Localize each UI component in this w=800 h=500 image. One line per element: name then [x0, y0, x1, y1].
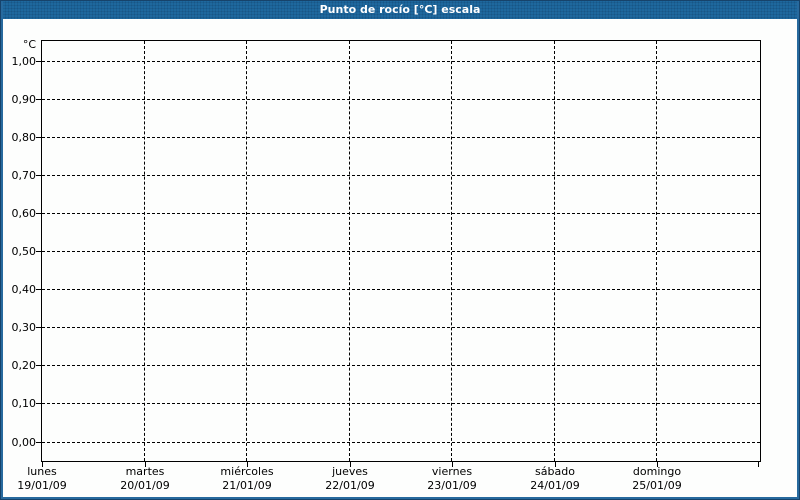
y-axis-tick	[36, 365, 41, 367]
y-axis-label: 0,80	[11, 131, 37, 144]
x-axis-label: lunes 19/01/09	[3, 465, 94, 493]
x-axis-tick	[247, 462, 248, 467]
x-gridline	[451, 41, 452, 461]
x-axis-tick	[145, 462, 146, 467]
x-axis-day-name: martes	[125, 465, 165, 478]
chart-title: Punto de rocío [°C] escala	[319, 3, 481, 16]
x-axis-date: 23/01/09	[427, 479, 477, 492]
y-gridline	[42, 175, 760, 177]
y-axis-label: 0,40	[11, 283, 37, 296]
x-axis-day-name: viernes	[431, 465, 473, 478]
y-axis-label: 0,70	[11, 169, 37, 182]
x-gridline	[349, 41, 350, 461]
y-axis-tick	[36, 137, 41, 139]
x-axis-day-name: domingo	[632, 465, 682, 478]
x-axis-label: martes 20/01/09	[93, 465, 197, 493]
x-axis-tick	[452, 462, 453, 467]
x-gridline	[144, 41, 145, 461]
x-axis-label: jueves 22/01/09	[298, 465, 402, 493]
x-axis-label: domingo 25/01/09	[605, 465, 709, 493]
x-axis-date: 19/01/09	[17, 479, 67, 492]
x-gridline	[656, 41, 657, 461]
chart-title-bar: Punto de rocío [°C] escala	[3, 1, 797, 19]
x-axis-day-name: miércoles	[220, 465, 274, 478]
y-axis-label: 0,90	[11, 93, 37, 106]
y-axis-label: 0,10	[11, 397, 37, 410]
x-axis-label: sábado 24/01/09	[503, 465, 607, 493]
x-axis-tick	[555, 462, 556, 467]
x-axis-tick	[758, 462, 759, 467]
x-axis-date: 24/01/09	[530, 479, 580, 492]
y-gridline	[42, 251, 760, 253]
x-gridline	[554, 41, 555, 461]
y-axis-label: 0,50	[11, 245, 37, 258]
x-gridline	[246, 41, 247, 461]
x-axis-tick	[42, 462, 43, 467]
plot-area: °C 1,00 0,90 0,80 0,70 0,60 0,50 0,40 0,30 0,20 0…	[12, 38, 761, 492]
y-gridline	[42, 327, 760, 329]
x-axis-date: 21/01/09	[222, 479, 272, 492]
y-axis-label: 0,30	[11, 321, 37, 334]
x-axis-label: miércoles 21/01/09	[195, 465, 299, 493]
y-axis-unit-label: °C	[22, 38, 36, 51]
y-axis-tick	[36, 327, 41, 329]
y-gridline	[42, 99, 760, 101]
y-axis-tick	[36, 175, 41, 177]
x-axis-date: 25/01/09	[632, 479, 682, 492]
x-axis-tick	[350, 462, 351, 467]
y-gridline	[42, 441, 760, 443]
y-axis-tick	[36, 289, 41, 291]
y-axis-tick	[36, 61, 41, 62]
x-axis-tick	[657, 462, 658, 467]
y-gridline	[42, 403, 760, 405]
x-axis-day-name: jueves	[332, 465, 368, 478]
y-gridline	[42, 137, 760, 139]
y-axis-label: 0,00	[11, 436, 37, 449]
y-axis-label: 0,60	[11, 207, 37, 220]
x-axis-date: 20/01/09	[120, 479, 170, 492]
y-gridline	[42, 289, 760, 291]
y-axis-tick	[36, 213, 41, 215]
x-axis-day-name: lunes	[27, 465, 57, 478]
y-gridline	[42, 365, 760, 367]
y-gridline	[42, 213, 760, 215]
y-axis-tick	[36, 251, 41, 253]
x-axis-label: viernes 23/01/09	[400, 465, 504, 493]
y-axis-label: 1,00	[11, 55, 37, 68]
y-axis-tick	[36, 441, 41, 443]
y-gridline	[42, 61, 760, 62]
y-axis-tick	[36, 403, 41, 405]
x-axis-day-name: sábado	[535, 465, 575, 478]
x-axis-date: 22/01/09	[325, 479, 375, 492]
y-axis-label: 0,20	[11, 359, 37, 372]
y-axis-tick	[36, 99, 41, 101]
